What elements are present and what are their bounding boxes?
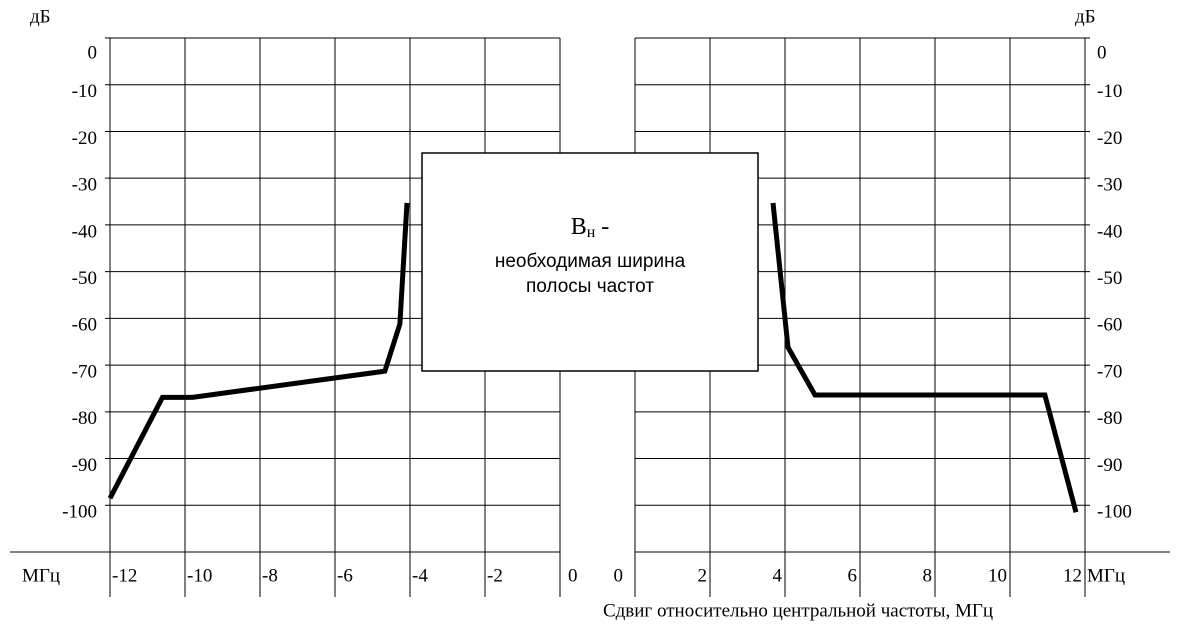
y-tick-label: -100 [1097, 502, 1132, 523]
x-tick-label: -10 [187, 565, 212, 586]
x-tick-label: 4 [773, 565, 783, 586]
y-tick-label: 0 [1097, 42, 1107, 63]
y-tick-label: -70 [1097, 361, 1122, 382]
x-tick-label: -4 [412, 565, 428, 586]
y-tick-label: -50 [1097, 268, 1122, 289]
y-tick-label: -50 [72, 268, 97, 289]
y-tick-label: -30 [72, 175, 97, 196]
y-tick-label: -90 [72, 455, 97, 476]
y-tick-label: -10 [1097, 81, 1122, 102]
x-tick-label: -6 [337, 565, 353, 586]
caption: Сдвиг относительно центральной частоты, … [603, 600, 993, 621]
x-tick-label: 6 [848, 565, 858, 586]
y-axis-label: дБ [1075, 6, 1096, 27]
y-tick-label: 0 [88, 42, 98, 63]
line [770, 202, 1079, 513]
line [107, 202, 410, 500]
annotation-sub: н [587, 224, 596, 241]
y-tick-label: -90 [1097, 455, 1122, 476]
annotation-line: полосы частот [526, 276, 654, 297]
x-tick-label: 0 [614, 565, 624, 586]
x-tick-label: -12 [112, 565, 137, 586]
y-axis-label: дБ [30, 6, 51, 27]
x-tick-label: 0 [568, 565, 578, 586]
y-tick-label: -80 [72, 408, 97, 429]
y-tick-label: -40 [1097, 221, 1122, 242]
x-tick-label: 2 [698, 565, 708, 586]
y-tick-label: -10 [72, 81, 97, 102]
y-tick-label: -100 [62, 502, 97, 523]
annotation-suffix: - [595, 214, 609, 240]
y-tick-label: -60 [72, 315, 97, 336]
x-tick-label: 10 [988, 565, 1007, 586]
annotation-main: B [571, 214, 587, 240]
x-tick-label: 12 [1063, 565, 1082, 586]
y-tick-label: -70 [72, 361, 97, 382]
y-tick-label: -80 [1097, 408, 1122, 429]
y-tick-label: -20 [1097, 128, 1122, 149]
y-tick-label: -40 [72, 221, 97, 242]
y-tick-label: -60 [1097, 315, 1122, 336]
x-axis-label: МГц [22, 565, 60, 586]
x-tick-label: -2 [487, 565, 503, 586]
y-tick-label: -30 [1097, 175, 1122, 196]
annotation-line: необходимая ширина [495, 251, 686, 272]
x-axis-label: МГц [1087, 565, 1125, 586]
y-tick-label: -20 [72, 128, 97, 149]
x-tick-label: -8 [262, 565, 278, 586]
annotation-title: Bн - [571, 214, 610, 241]
annotation-box [421, 152, 759, 372]
x-tick-label: 8 [923, 565, 933, 586]
